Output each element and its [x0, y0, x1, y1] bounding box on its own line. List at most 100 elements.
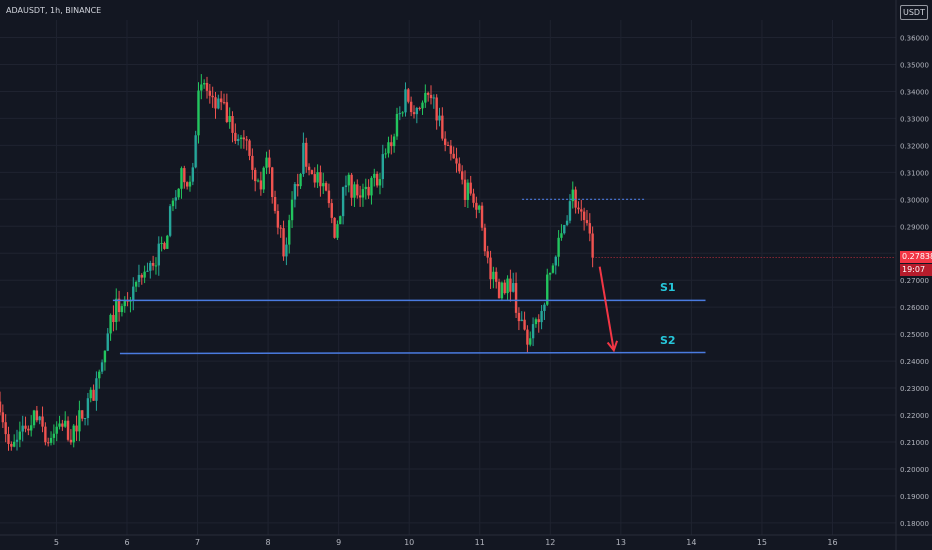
- candle-body: [137, 274, 141, 283]
- candle-body: [279, 227, 282, 229]
- candle-body: [180, 168, 183, 189]
- candle-body: [568, 201, 572, 221]
- candle-body: [310, 170, 314, 175]
- candle-body: [458, 163, 461, 172]
- candle-body: [95, 378, 98, 401]
- x-tick-label: 9: [336, 538, 341, 547]
- candle-body: [239, 137, 243, 140]
- candle-body: [15, 439, 19, 442]
- y-tick-label: 0.23000: [900, 385, 929, 393]
- y-tick-label: 0.20000: [900, 466, 929, 474]
- y-tick-label: 0.26000: [900, 304, 929, 312]
- candle-body: [469, 182, 472, 194]
- candle-body: [438, 115, 441, 121]
- candle-body: [27, 428, 30, 431]
- candle-body: [554, 256, 557, 266]
- candle-body: [35, 410, 39, 421]
- candle-body: [472, 193, 475, 203]
- x-tick-label: 11: [475, 538, 485, 547]
- candle-body: [322, 183, 325, 187]
- candle-body: [531, 324, 535, 339]
- candle-body: [185, 182, 189, 187]
- candle-body: [219, 98, 223, 103]
- candle-body: [143, 271, 146, 278]
- candle-body: [407, 89, 410, 102]
- candle-body: [463, 179, 467, 200]
- candle-body: [112, 314, 115, 323]
- candle-body: [347, 174, 350, 186]
- support-line-s2: [119, 351, 706, 355]
- candle-body: [44, 426, 47, 443]
- candle-body: [452, 153, 455, 159]
- candle-body: [557, 237, 560, 257]
- candle-body: [429, 94, 433, 99]
- candle-body: [421, 102, 424, 109]
- candle-body: [109, 314, 112, 334]
- candle-body: [534, 319, 538, 325]
- candle-body: [24, 425, 27, 429]
- current-price-tag: 0.27838: [900, 251, 932, 263]
- candle-body: [242, 137, 246, 140]
- candle-body: [10, 443, 13, 447]
- y-tick-label: 0.29000: [900, 223, 929, 231]
- candle-body: [18, 431, 22, 440]
- grid-lines: [0, 20, 896, 535]
- candle-body: [149, 262, 152, 271]
- candle-body: [268, 157, 271, 168]
- candle-body: [398, 113, 402, 115]
- candle-body: [480, 205, 484, 228]
- candle-body: [426, 92, 430, 95]
- candle-body: [546, 274, 549, 305]
- candle-body: [350, 174, 353, 198]
- candle-body: [588, 223, 591, 234]
- candle-body: [265, 157, 268, 168]
- candle-body: [251, 155, 254, 170]
- candle-body: [106, 333, 109, 351]
- candle-body: [443, 138, 447, 145]
- candle-body: [166, 235, 169, 249]
- candle-body: [197, 90, 200, 136]
- candle-body: [526, 329, 529, 345]
- candle-body: [194, 135, 197, 168]
- candle-body: [517, 312, 521, 322]
- candle-body: [160, 243, 163, 245]
- candle-body: [103, 350, 107, 363]
- candle-body: [339, 216, 342, 225]
- down-arrow-shaft: [598, 266, 615, 351]
- candle-body: [208, 90, 212, 96]
- candle-body: [191, 167, 195, 182]
- candle-body: [98, 371, 101, 379]
- candle-body: [75, 425, 78, 432]
- candle-body: [134, 282, 138, 287]
- candle-body: [52, 433, 56, 438]
- candle-body: [378, 179, 382, 186]
- candle-body: [245, 139, 248, 141]
- candle-body: [373, 173, 376, 178]
- candle-body: [571, 189, 574, 202]
- support-label-s1: S1: [660, 281, 676, 294]
- candle-body: [460, 171, 464, 180]
- candle-body: [585, 220, 589, 224]
- candle-body: [401, 112, 404, 114]
- candle-body: [551, 265, 555, 273]
- candle-body: [140, 274, 143, 278]
- y-tick-label: 0.18000: [900, 520, 929, 528]
- candle-body: [548, 272, 552, 275]
- candle-body: [47, 442, 50, 444]
- candle-body: [500, 282, 504, 299]
- candle-body: [92, 389, 95, 401]
- candle-body: [509, 278, 512, 292]
- candle-body: [412, 112, 416, 115]
- support-label-s2: S2: [660, 334, 676, 347]
- candle-body: [495, 271, 498, 282]
- x-axis: 5 6 7 8 9 10 11 12 13 14 15 16: [0, 534, 932, 547]
- candle-body: [259, 180, 263, 190]
- candle-body: [100, 362, 104, 372]
- candle-body: [55, 426, 58, 434]
- candles-layer: [0, 74, 594, 451]
- currency-badge[interactable]: USDT: [900, 5, 928, 20]
- candle-body: [367, 186, 370, 196]
- y-tick-label: 0.19000: [900, 493, 929, 501]
- candle-body: [370, 177, 373, 196]
